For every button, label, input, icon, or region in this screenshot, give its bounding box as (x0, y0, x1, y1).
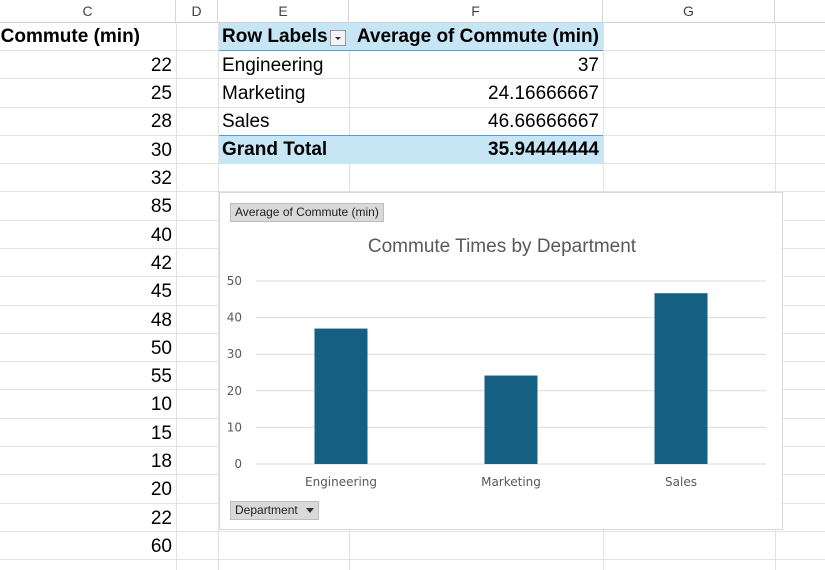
chart-title[interactable]: Commute Times by Department (367, 236, 637, 257)
chevron-down-icon (305, 508, 314, 514)
commute-cell[interactable]: 18 (150, 451, 172, 472)
bar-engineering[interactable] (314, 328, 368, 464)
pivot-chart[interactable]: Average of Commute (min) Commute Times b… (219, 192, 783, 530)
pivot-row-labels-header[interactable]: Row Labels (222, 26, 328, 47)
pivot-row-label[interactable]: Sales (222, 111, 270, 132)
commute-cell[interactable]: 50 (150, 338, 172, 359)
commute-cell[interactable]: 30 (150, 140, 172, 161)
pivot-header-background (219, 23, 603, 51)
column-header-f[interactable]: F (349, 0, 603, 22)
y-tick-label: 50 (227, 274, 242, 288)
x-tick-label: Sales (665, 475, 697, 489)
commute-column-header[interactable]: Commute (min) (0, 26, 140, 47)
axis-field-button[interactable]: Department (230, 501, 319, 520)
x-tick-label: Marketing (481, 475, 541, 489)
column-header-d[interactable]: D (176, 0, 218, 22)
commute-cell[interactable]: 60 (150, 536, 172, 557)
value-field-button[interactable]: Average of Commute (min) (230, 203, 384, 222)
axis-field-label: Department (235, 503, 298, 517)
commute-cell[interactable]: 45 (150, 281, 172, 302)
commute-cell[interactable]: 48 (150, 310, 172, 331)
column-header-bar: C D E F G (0, 0, 825, 23)
y-tick-label: 10 (227, 420, 242, 434)
pivot-row-label[interactable]: Engineering (222, 55, 324, 76)
commute-cell[interactable]: 25 (150, 83, 172, 104)
column-header-c[interactable]: C (0, 0, 176, 22)
commute-cell[interactable]: 22 (150, 508, 172, 529)
row-labels-filter-icon[interactable] (330, 30, 346, 46)
commute-cell[interactable]: 85 (150, 196, 172, 217)
x-tick-label: Engineering (305, 475, 377, 489)
commute-cell[interactable]: 15 (150, 423, 172, 444)
pivot-grand-total-label[interactable]: Grand Total (222, 139, 328, 160)
commute-cell[interactable]: 42 (150, 253, 172, 274)
bar-marketing[interactable] (484, 375, 538, 464)
commute-cell[interactable]: 20 (150, 479, 172, 500)
commute-cell[interactable]: 40 (150, 225, 172, 246)
pivot-value-header[interactable]: Average of Commute (min) (356, 26, 599, 47)
pivot-row-value[interactable]: 37 (577, 55, 599, 76)
pivot-total-background (219, 135, 603, 164)
pivot-grand-total-value[interactable]: 35.94444444 (488, 139, 599, 160)
column-header-e[interactable]: E (218, 0, 349, 22)
y-tick-label: 30 (227, 347, 242, 361)
pivot-row-label[interactable]: Marketing (222, 83, 306, 104)
commute-cell[interactable]: 55 (150, 366, 172, 387)
bar-sales[interactable] (654, 293, 708, 464)
pivot-row-value[interactable]: 46.66666667 (488, 111, 599, 132)
pivot-row-value[interactable]: 24.16666667 (488, 83, 599, 104)
commute-cell[interactable]: 28 (150, 111, 172, 132)
commute-cell[interactable]: 10 (150, 394, 172, 415)
commute-cell[interactable]: 32 (150, 168, 172, 189)
y-tick-label: 0 (234, 457, 242, 471)
y-tick-label: 20 (227, 384, 242, 398)
chart-plot-area[interactable]: 0 10 20 30 40 50 Engineering Marketing Sales (220, 193, 784, 493)
commute-cell[interactable]: 22 (150, 55, 172, 76)
y-tick-label: 40 (227, 311, 242, 325)
column-header-g[interactable]: G (603, 0, 775, 22)
